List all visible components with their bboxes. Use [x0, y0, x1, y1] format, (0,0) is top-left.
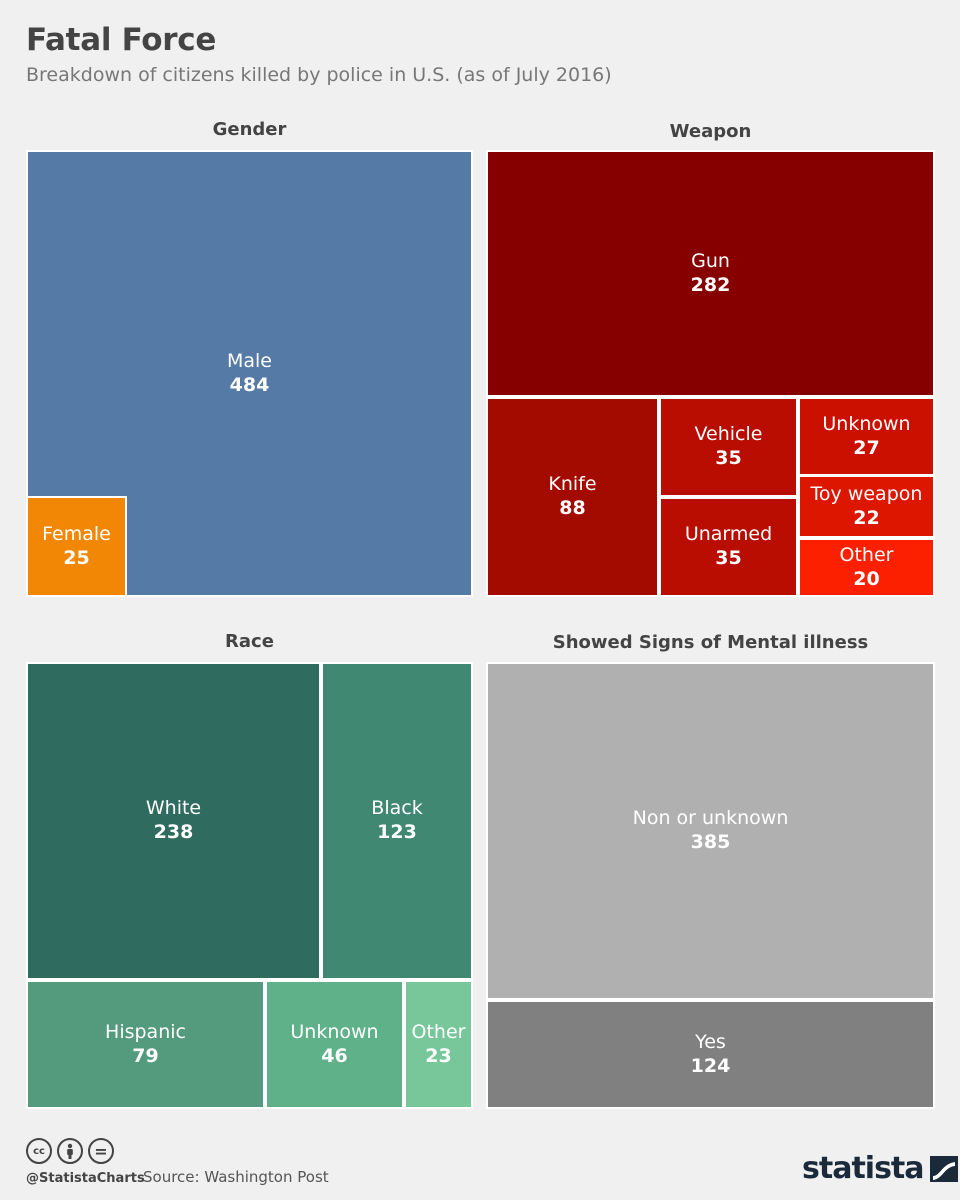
cell-label-unarmed: Unarmed — [684, 523, 773, 546]
cell-value-female: 25 — [63, 546, 90, 569]
cell-label-mental-yes: Yes — [695, 1030, 726, 1053]
gender-treemap: Male 484 Female 25 — [26, 150, 473, 597]
cell-label-weapon-other: Other — [839, 543, 894, 566]
statista-logo[interactable]: statista — [802, 1151, 958, 1186]
cell-value-weapon-other: 20 — [853, 567, 880, 590]
cell-label-knife: Knife — [548, 473, 597, 496]
cell-weapon-other: Other 20 — [798, 538, 935, 597]
race-treemap: White 238 Black 123 Hispanic 79 Unknown 46 Other… — [26, 662, 473, 1109]
cell-gun: Gun 282 — [486, 150, 935, 397]
cell-label-female: Female — [42, 522, 111, 545]
cell-knife: Knife 88 — [486, 397, 659, 597]
cell-weapon-unknown: Unknown 27 — [798, 397, 935, 476]
cell-label-hispanic: Hispanic — [105, 1020, 186, 1043]
cell-value-white: 238 — [153, 821, 194, 843]
cell-hispanic: Hispanic 79 — [26, 980, 265, 1109]
cell-mental-none-or-unknown: Non or unknown 385 — [486, 662, 935, 1000]
cell-value-unarmed: 35 — [715, 547, 742, 569]
weapon-panel-title: Weapon — [669, 121, 752, 142]
weapon-treemap: Gun 282 Knife 88 Vehicle 35 Unarmed 35 Unknown 27… — [486, 150, 935, 597]
no-derivatives-icon: = — [88, 1138, 114, 1164]
cell-toy-weapon: Toy weapon 22 — [798, 475, 935, 538]
cell-value-race-unknown: 46 — [321, 1044, 348, 1067]
cell-race-unknown: Unknown 46 — [265, 980, 404, 1109]
cell-value-male: 484 — [229, 373, 270, 396]
mental-illness-treemap: Non or unknown 385 Yes 124 — [486, 662, 935, 1109]
cell-value-mental-yes: 124 — [690, 1054, 731, 1077]
cell-white: White 238 — [26, 662, 321, 980]
attribution-icon — [57, 1138, 83, 1164]
cell-black: Black 123 — [321, 662, 473, 980]
cell-value-race-other: 23 — [425, 1044, 452, 1067]
cell-unarmed: Unarmed 35 — [659, 497, 798, 597]
chart-title: Fatal Force — [26, 22, 217, 58]
cell-label-race-other: Other — [411, 1020, 466, 1043]
cell-label-weapon-unknown: Unknown — [822, 412, 911, 435]
cell-label-vehicle: Vehicle — [694, 423, 763, 446]
cell-vehicle: Vehicle 35 — [659, 397, 798, 497]
cell-label-white: White — [145, 797, 202, 820]
race-panel-title: Race — [225, 631, 274, 652]
cell-label-male: Male — [226, 349, 272, 372]
source-note: Source: Washington Post — [143, 1168, 329, 1186]
statista-logo-mark-icon — [929, 1155, 958, 1182]
mental-illness-panel-title: Showed Signs of Mental illness — [552, 632, 869, 653]
creative-commons-icon: cc — [26, 1138, 52, 1164]
cell-female: Female 25 — [26, 496, 127, 597]
cell-value-black: 123 — [377, 821, 417, 843]
cell-value-weapon-unknown: 27 — [853, 436, 880, 459]
cell-label-toy-weapon: Toy weapon — [810, 482, 923, 505]
license-icons: cc = — [26, 1138, 114, 1164]
cell-value-toy-weapon: 22 — [853, 506, 880, 529]
cell-value-knife: 88 — [559, 497, 586, 519]
cell-value-vehicle: 35 — [715, 447, 742, 469]
cell-label-gun: Gun — [691, 249, 730, 272]
cell-value-gun: 282 — [690, 273, 731, 296]
chart-subtitle: Breakdown of citizens killed by police i… — [26, 64, 612, 86]
cell-label-race-unknown: Unknown — [290, 1020, 379, 1043]
cell-value-mental-none-or-unknown: 385 — [690, 831, 731, 853]
cell-label-black: Black — [371, 797, 423, 820]
statista-logo-text: statista — [802, 1151, 925, 1186]
cell-label-mental-none-or-unknown: Non or unknown — [632, 807, 789, 830]
statista-handle: @StatistaCharts — [26, 1171, 145, 1186]
gender-panel-title: Gender — [212, 119, 287, 140]
cell-value-hispanic: 79 — [132, 1044, 159, 1067]
cell-race-other: Other 23 — [404, 980, 473, 1109]
cell-mental-yes: Yes 124 — [486, 1000, 935, 1109]
